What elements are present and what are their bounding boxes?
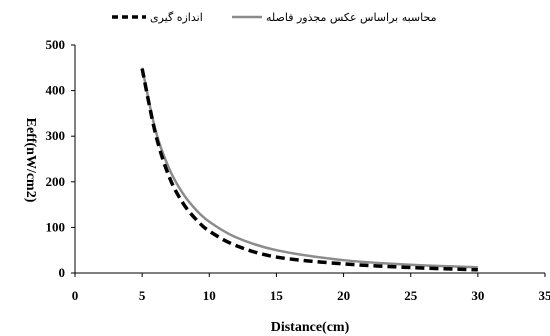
- series-line-calculated: [140, 67, 478, 269]
- x-axis-ticks: 0 5 10 15 20 25 30 35: [72, 273, 550, 303]
- series-line-measured: [140, 68, 478, 272]
- legend-label-measured: اندازه گیری: [150, 11, 203, 24]
- x-tick-label: 25: [404, 288, 418, 303]
- x-tick-label: 5: [139, 288, 146, 303]
- y-tick-label: 300: [46, 128, 66, 143]
- x-tick-label: 30: [471, 288, 484, 303]
- y-axis-ticks: 0 100 200 300 400 500: [46, 37, 75, 280]
- x-tick-label: 20: [337, 288, 350, 303]
- y-tick-label: 400: [46, 83, 66, 98]
- y-tick-label: 500: [46, 37, 66, 52]
- legend: محاسبه براساس عکس مجذور فاصله اندازه گیر…: [112, 11, 437, 24]
- y-tick-label: 100: [46, 219, 66, 234]
- y-tick-label: 200: [46, 174, 66, 189]
- x-tick-label: 0: [72, 288, 79, 303]
- legend-label-calculated: محاسبه براساس عکس مجذور فاصله: [266, 11, 437, 24]
- x-tick-label: 35: [539, 288, 550, 303]
- series-layer: [140, 67, 478, 272]
- y-tick-label: 0: [59, 265, 66, 280]
- y-axis-title: Eeff(nW/cm2): [23, 118, 38, 203]
- x-tick-label: 15: [270, 288, 284, 303]
- x-tick-label: 10: [203, 288, 216, 303]
- x-axis-title: Distance(cm): [271, 320, 350, 335]
